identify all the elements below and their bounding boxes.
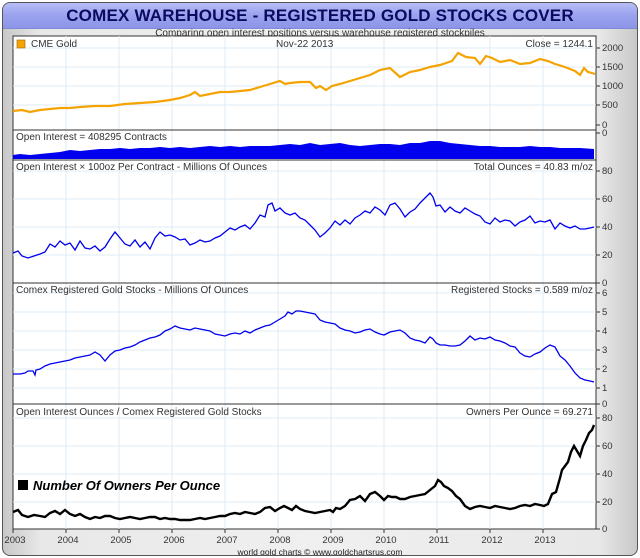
owners-value: Owners Per Ounce = 69.271 xyxy=(466,407,593,418)
registered-stocks-title: Comex Registered Gold Stocks - Millions … xyxy=(16,285,248,296)
svg-text:40: 40 xyxy=(602,469,613,480)
x-axis-ticks xyxy=(12,529,544,533)
svg-text:80: 80 xyxy=(602,166,613,177)
svg-text:4: 4 xyxy=(602,326,607,337)
svg-text:0: 0 xyxy=(602,524,607,535)
gold-price-line xyxy=(12,51,596,114)
svg-text:2013: 2013 xyxy=(534,535,555,546)
gold-legend-label: CME Gold xyxy=(31,39,77,50)
total-ounces-value: Total Ounces = 40.83 m/oz xyxy=(474,162,593,173)
svg-text:1: 1 xyxy=(602,383,607,394)
svg-text:2004: 2004 xyxy=(57,535,78,546)
gold-close-label: Close = 1244.1 xyxy=(525,39,593,50)
svg-text:2005: 2005 xyxy=(110,535,131,546)
svg-text:0: 0 xyxy=(602,399,607,410)
svg-text:3: 3 xyxy=(602,345,607,356)
svg-text:60: 60 xyxy=(602,194,613,205)
svg-text:0: 0 xyxy=(602,278,607,289)
chart-credit: world gold charts © www.goldchartsrus.co… xyxy=(237,547,403,556)
svg-text:2012: 2012 xyxy=(481,535,502,546)
svg-text:6: 6 xyxy=(602,288,607,299)
svg-text:0: 0 xyxy=(602,120,607,131)
svg-text:2: 2 xyxy=(602,364,607,375)
svg-text:80: 80 xyxy=(602,413,613,424)
y-axis-ticks xyxy=(596,47,600,530)
svg-text:0: 0 xyxy=(602,128,607,139)
svg-text:2006: 2006 xyxy=(163,535,184,546)
svg-text:2008: 2008 xyxy=(269,535,290,546)
title-bar: COMEX WAREHOUSE - REGISTERED GOLD STOCKS… xyxy=(3,3,637,29)
horizontal-gridlines xyxy=(13,47,596,503)
total-ounces-title: Open Interest × 100oz Per Contract - Mil… xyxy=(16,162,267,173)
open-interest-area xyxy=(13,141,594,159)
total-ounces-line xyxy=(12,192,595,259)
chart-title: COMEX WAREHOUSE - REGISTERED GOLD STOCKS… xyxy=(66,6,574,25)
chart-subtitle: Comparing open interest positions versus… xyxy=(155,28,485,39)
panel-separators xyxy=(13,129,596,405)
svg-text:2011: 2011 xyxy=(429,535,449,546)
owners-title: Open Interest Ounces / Comex Registered … xyxy=(16,407,262,418)
svg-text:5: 5 xyxy=(602,307,607,318)
gold-legend-swatch-icon xyxy=(16,39,26,49)
y-axis-labels: 2000 1500 1000 500 0 0 80 60 40 20 0 6 5… xyxy=(602,43,623,535)
registered-stocks-line xyxy=(13,310,595,383)
svg-text:1500: 1500 xyxy=(602,62,623,73)
svg-text:2003: 2003 xyxy=(4,535,25,546)
svg-text:2000: 2000 xyxy=(602,43,623,54)
svg-text:2007: 2007 xyxy=(216,535,237,546)
gold-date-label: Nov-22 2013 xyxy=(276,39,334,50)
svg-text:20: 20 xyxy=(602,250,613,261)
registered-stocks-value: Registered Stocks = 0.589 m/oz xyxy=(451,285,593,296)
svg-text:20: 20 xyxy=(602,497,613,508)
owners-legend-label: Number Of Owners Per Ounce xyxy=(33,478,220,493)
open-interest-label: Open Interest = 408295 Contracts xyxy=(16,132,167,143)
svg-text:2010: 2010 xyxy=(375,535,396,546)
x-axis-labels: 2003 2004 2005 2006 2007 2008 2009 2010 … xyxy=(4,535,555,546)
owners-per-ounce-line xyxy=(12,424,596,522)
svg-text:500: 500 xyxy=(602,100,618,111)
svg-text:40: 40 xyxy=(602,222,613,233)
svg-text:60: 60 xyxy=(602,441,613,452)
svg-text:1000: 1000 xyxy=(602,81,623,92)
svg-text:2009: 2009 xyxy=(322,535,343,546)
owners-legend-swatch-icon xyxy=(18,480,28,490)
